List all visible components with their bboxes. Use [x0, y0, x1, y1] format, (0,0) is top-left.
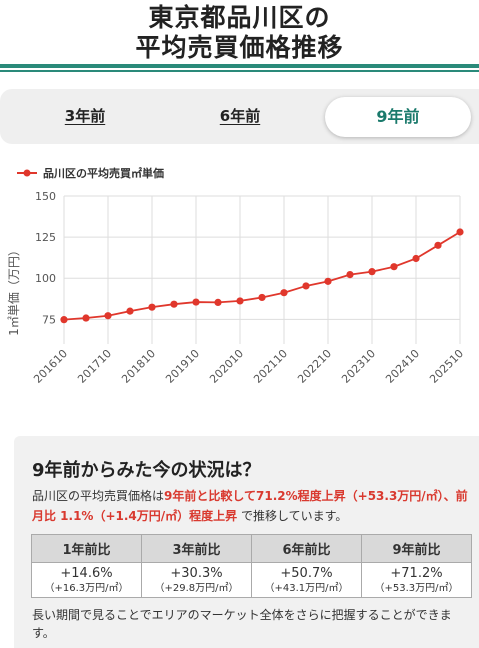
title-divider-thick — [0, 64, 479, 68]
comparison-table: 1年前比 3年前比 6年前比 9年前比 +14.6% （+16.3万円/㎡） +3… — [31, 534, 472, 598]
header-6-year: 6年前比 — [251, 534, 362, 563]
desc-suffix: で推移しています。 — [237, 509, 348, 523]
data-point — [82, 314, 90, 322]
page-title: 東京都品川区の 平均売買価格推移 — [0, 0, 479, 70]
x-tick-label: 202410 — [383, 347, 422, 386]
x-tick-label: 201910 — [163, 347, 202, 386]
data-point — [60, 316, 68, 324]
pct-6-year: +50.7% — [280, 566, 333, 581]
series-line — [63, 231, 461, 321]
data-point — [104, 312, 112, 320]
y-tick-label: 150 — [35, 190, 56, 203]
summary-note: 長い期間で見ることでエリアのマーケット全体をさらに把握することができます。 — [32, 608, 452, 640]
header-1-year: 1年前比 — [31, 534, 142, 563]
tab-9-years[interactable]: 9年前 — [325, 97, 471, 137]
header-9-year: 9年前比 — [361, 534, 472, 563]
period-tabs: 3年前 6年前 9年前 — [0, 89, 479, 144]
data-point — [324, 277, 332, 285]
data-point — [258, 293, 266, 302]
x-tick-label: 202110 — [251, 347, 290, 386]
y-axis-label: 1㎡単価（万円） — [7, 244, 21, 336]
x-tick-label: 202210 — [295, 347, 334, 386]
data-point — [280, 289, 288, 297]
y-tick-label: 125 — [35, 231, 56, 244]
data-point — [214, 298, 222, 306]
data-point — [302, 282, 310, 290]
title-line-2: 平均売買価格推移 — [135, 33, 344, 62]
data-point — [368, 268, 376, 276]
data-point — [192, 298, 200, 306]
pct-9-year: +71.2% — [390, 566, 443, 581]
data-point — [390, 263, 398, 271]
amt-9-year: （+53.3万円/㎡） — [374, 583, 459, 594]
x-tick-label: 202310 — [339, 347, 378, 386]
summary-heading: 9年前からみた今の状況は？ — [32, 460, 261, 481]
title-line-1: 東京都品川区の — [148, 3, 331, 32]
price-chart: 品川区の平均売買㎡単価 75 100 125 150 201610 201710 201810… — [7, 166, 466, 386]
data-point — [148, 303, 156, 311]
pct-3-year: +30.3% — [170, 566, 223, 581]
y-tick-label: 75 — [42, 313, 56, 326]
desc-prefix: 品川区の平均売買価格は — [32, 489, 165, 503]
desc-highlight: 9年前と比較して71.2%程度上昇（+53.3万円/㎡）、前月比 1.1%（+1… — [32, 489, 468, 523]
data-point — [126, 307, 134, 315]
amt-6-year: （+43.1万円/㎡） — [264, 583, 349, 594]
tab-6-years[interactable]: 6年前 — [219, 107, 261, 125]
cell-3-year: +30.3% （+29.8万円/㎡） — [141, 562, 252, 598]
tab-3-years[interactable]: 3年前 — [64, 107, 106, 125]
summary-description: 品川区の平均売買価格は9年前と比較して71.2%程度上昇（+53.3万円/㎡）、… — [32, 486, 472, 526]
data-point — [170, 300, 178, 308]
data-point — [434, 241, 442, 249]
legend-marker — [23, 169, 31, 177]
x-tick-label: 201610 — [31, 347, 70, 386]
data-point — [346, 271, 354, 279]
x-tick-label: 201810 — [119, 347, 158, 386]
y-tick-label: 100 — [35, 272, 56, 285]
cell-1-year: +14.6% （+16.3万円/㎡） — [31, 562, 142, 598]
x-tick-label: 201710 — [75, 347, 114, 386]
x-tick-label: 202510 — [427, 347, 466, 386]
title-divider-thin — [0, 70, 479, 72]
amt-1-year: （+16.3万円/㎡） — [44, 583, 129, 594]
cell-9-year: +71.2% （+53.3万円/㎡） — [361, 562, 472, 598]
summary-panel: 9年前からみた今の状況は？ 品川区の平均売買価格は9年前と比較して71.2%程度… — [14, 436, 479, 648]
data-point — [412, 254, 420, 263]
table-row: +14.6% （+16.3万円/㎡） +30.3% （+29.8万円/㎡） +50.… — [31, 562, 472, 598]
pct-1-year: +14.6% — [60, 566, 113, 581]
data-point — [236, 297, 244, 305]
header-3-year: 3年前比 — [141, 534, 252, 563]
cell-6-year: +50.7% （+43.1万円/㎡） — [251, 562, 362, 598]
legend-label: 品川区の平均売買㎡単価 — [43, 166, 164, 180]
table-header-row: 1年前比 3年前比 6年前比 9年前比 — [31, 534, 472, 563]
data-point — [456, 228, 464, 236]
x-tick-label: 202010 — [207, 347, 246, 386]
amt-3-year: （+29.8万円/㎡） — [154, 583, 239, 594]
